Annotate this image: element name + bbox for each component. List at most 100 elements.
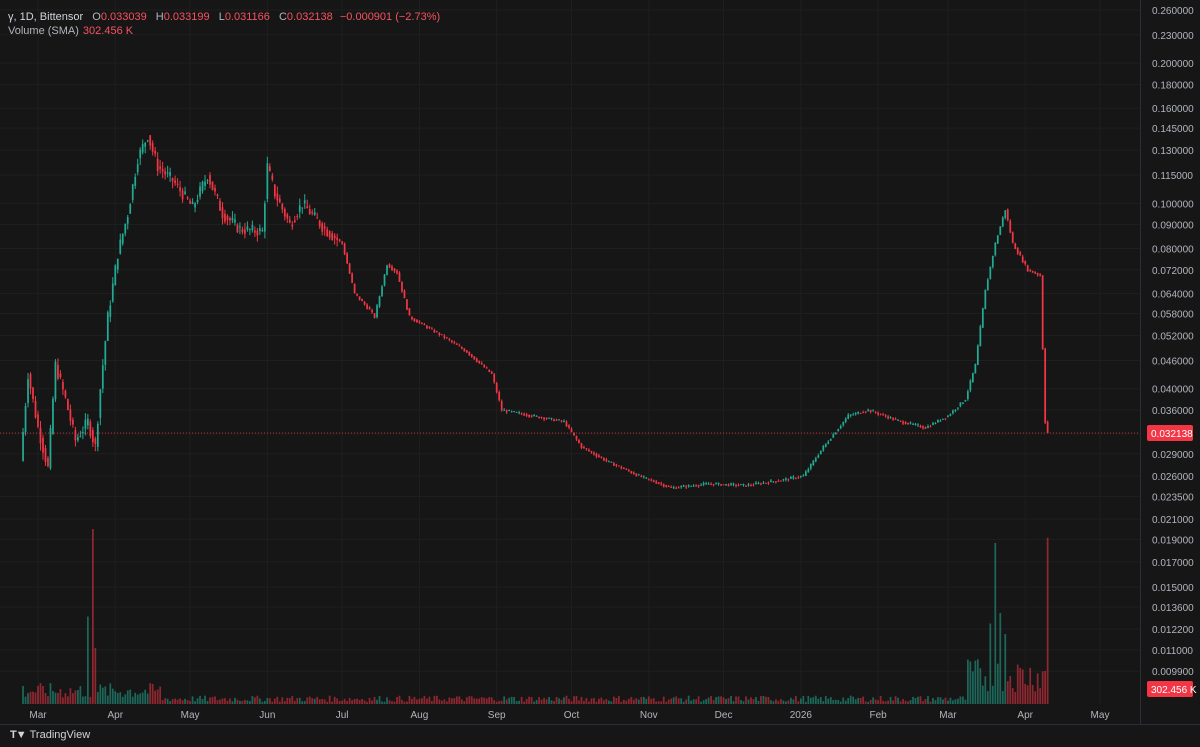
volume-bar [523, 701, 525, 704]
candle-body [812, 460, 815, 466]
candle-body [161, 168, 164, 172]
candle-body [775, 481, 777, 483]
candle-body [458, 345, 461, 347]
candle-body [286, 214, 289, 219]
volume-bar [244, 699, 246, 704]
volume-bar [971, 671, 974, 704]
volume-bar [376, 699, 378, 704]
candle-body [403, 290, 406, 299]
candle-body [273, 184, 276, 197]
volume-bar [500, 700, 503, 704]
volume-bar [139, 693, 142, 704]
volume-bar [942, 699, 944, 704]
candle-body [535, 415, 538, 417]
volume-bar [281, 697, 284, 704]
volume-bar [480, 697, 483, 704]
y-tick-label: 0.160000 [1152, 104, 1194, 115]
volume-bar [114, 691, 117, 704]
candle-body [119, 239, 122, 254]
candle-body [141, 144, 144, 153]
volume-bar [42, 686, 44, 704]
volume-bar [822, 701, 825, 704]
volume-bar [219, 699, 221, 704]
candle-body [797, 477, 800, 479]
volume-bar [814, 695, 817, 704]
volume-bar [787, 700, 790, 704]
volume-bar [124, 694, 127, 704]
volume-bar [927, 696, 929, 704]
candle-body [717, 482, 720, 485]
volume-bar [570, 701, 573, 704]
volume-bar [568, 698, 570, 704]
volume-bar [398, 695, 401, 704]
candle-body [488, 369, 491, 372]
candle-body [642, 476, 645, 478]
candle-body [802, 475, 805, 477]
volume-bar [388, 700, 391, 704]
volume-bar [318, 699, 321, 704]
x-tick-label: Nov [640, 710, 658, 721]
volume-bar [209, 697, 211, 704]
volume-bar [610, 701, 613, 704]
volume-bar [630, 696, 633, 704]
candle-body [136, 164, 139, 173]
volume-bar [839, 701, 842, 704]
candle-body [348, 263, 351, 274]
candle-body [555, 419, 558, 421]
volume-bar [842, 697, 845, 704]
candle-body [278, 198, 281, 203]
candle-body [44, 447, 47, 462]
y-tick-label: 0.029000 [1152, 450, 1194, 461]
candle-body [139, 149, 142, 159]
volume-bar [834, 699, 837, 704]
candle-body [974, 363, 977, 374]
volume-bar [705, 699, 707, 704]
candle-body [84, 419, 87, 430]
volume-bar [635, 698, 638, 704]
y-tick-label: 0.230000 [1152, 31, 1194, 42]
candle-body [859, 412, 862, 414]
volume-bar [847, 697, 850, 704]
volume-bar [660, 701, 663, 704]
candle-body [86, 418, 89, 426]
volume-bar [341, 700, 344, 704]
candle-body [528, 414, 530, 417]
candle-body [383, 274, 386, 286]
candle-body [69, 409, 72, 421]
volume-bar [171, 699, 174, 704]
candle-body [682, 485, 685, 487]
candle-body [455, 343, 458, 345]
candle-body [617, 465, 620, 467]
candle-body [470, 354, 473, 357]
price-chart[interactable]: 0.260000 0.230000 0.200000 0.180000 0.160000… [0, 0, 1200, 724]
candle-body [276, 193, 279, 201]
volume-bar [735, 696, 737, 704]
candle-body [371, 310, 373, 313]
volume-bar [211, 696, 214, 704]
volume-study-label[interactable]: Volume (SMA) [8, 25, 79, 37]
candle-body [520, 413, 523, 415]
candle-body [543, 417, 545, 420]
candle-body [620, 466, 623, 469]
candle-body [54, 361, 57, 400]
candle-body [894, 418, 897, 420]
volume-bar [383, 701, 386, 704]
volume-bar [134, 692, 137, 704]
chart-legend: γ, 1D, Bittensor O0.033039 H0.033199 L0.… [8, 10, 440, 38]
volume-bar [470, 696, 473, 704]
volume-bar [136, 694, 139, 704]
symbol-label[interactable]: γ, 1D, Bittensor [8, 11, 84, 23]
candle-body [219, 200, 221, 211]
volume-bar [809, 697, 812, 704]
candle-body [979, 326, 982, 347]
volume-bar [254, 697, 256, 704]
candle-body [770, 480, 772, 483]
candle-body [947, 415, 949, 418]
volume-bar [775, 699, 777, 704]
volume-bar [859, 697, 862, 704]
volume-bar [697, 696, 700, 704]
volume-bar [251, 696, 254, 704]
candle-body [226, 215, 229, 221]
candle-body [989, 266, 992, 279]
tradingview-brand[interactable]: T▼ TradingView [10, 729, 90, 741]
